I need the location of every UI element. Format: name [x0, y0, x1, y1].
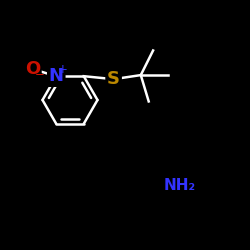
Text: NH₂: NH₂ [164, 178, 196, 192]
Text: +: + [58, 64, 68, 76]
Text: −: − [35, 68, 45, 80]
Text: N: N [49, 67, 64, 85]
Text: O: O [25, 60, 40, 78]
Text: S: S [107, 70, 120, 88]
